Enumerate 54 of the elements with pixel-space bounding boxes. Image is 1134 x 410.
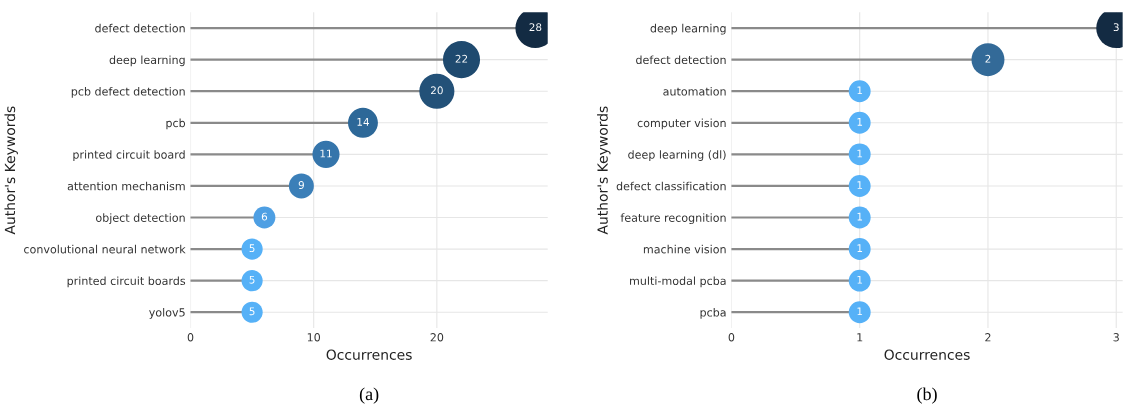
y-tick-label: pcba <box>700 307 726 319</box>
y-axis-title: Author's Keywords <box>4 106 18 235</box>
y-tick-label: defect classification <box>616 181 726 191</box>
data-label: 1 <box>857 181 863 189</box>
y-tick-label: defect detection <box>95 23 185 33</box>
data-label: 1 <box>857 212 863 221</box>
data-label: 20 <box>431 86 443 95</box>
y-tick-label: multi-modal pcba <box>630 276 726 288</box>
x-tick-label: 0 <box>187 333 194 342</box>
x-tick-label: 2 <box>985 333 991 342</box>
y-tick-label: feature recognition <box>620 213 726 225</box>
data-label: 22 <box>455 54 468 63</box>
x-tick-label: 0 <box>728 333 735 342</box>
y-tick-label: deep learning <box>650 23 726 35</box>
y-tick-label: automation <box>663 87 726 96</box>
y-tick-label: convolutional neural network <box>24 244 186 254</box>
x-tick-label: 20 <box>430 333 444 342</box>
data-label: 11 <box>320 149 332 158</box>
data-label: 1 <box>857 118 863 126</box>
y-axis-title: Author's Keywords <box>597 106 611 235</box>
text: (a) <box>359 387 379 404</box>
data-label: 14 <box>357 118 369 126</box>
y-tick-label: defect detection <box>636 55 726 65</box>
data-label: 5 <box>249 307 255 316</box>
point <box>288 173 314 199</box>
x-tick-label: 3 <box>1113 333 1119 342</box>
y-tick-label: pcb <box>166 118 186 130</box>
data-label: 5 <box>249 244 255 253</box>
y-tick-label: printed circuit board <box>73 150 185 161</box>
data-label: 9 <box>298 181 304 189</box>
data-label: 1 <box>857 275 863 284</box>
y-tick-label: printed circuit boards <box>67 276 186 288</box>
y-tick-label: computer vision <box>637 118 726 130</box>
y-tick-label: yolov5 <box>149 307 185 319</box>
y-tick-label: pcb defect detection <box>71 87 185 98</box>
x-tick-label: 1 <box>857 333 863 342</box>
data-label: 1 <box>857 86 863 95</box>
text: (b) <box>917 387 937 404</box>
data-label: 1 <box>857 149 863 158</box>
y-tick-label: deep learning (dl) <box>628 150 726 161</box>
y-tick-label: attention mechanism <box>67 181 185 191</box>
x-axis-title: Occurrences <box>884 349 970 360</box>
y-tick-label: machine vision <box>643 244 726 254</box>
y-tick-label: object detection <box>96 213 185 225</box>
data-label: 28 <box>529 23 542 32</box>
data-label: 1 <box>857 244 863 252</box>
y-tick-label: deep learning <box>109 55 185 67</box>
data-label: 6 <box>261 212 268 221</box>
x-axis-title: Occurrences <box>326 349 412 360</box>
data-label: 1 <box>857 307 863 316</box>
x-tick-label: 10 <box>307 333 321 342</box>
data-label: 3 <box>1113 23 1119 32</box>
data-label: 2 <box>985 54 991 63</box>
data-label: 5 <box>249 275 255 284</box>
